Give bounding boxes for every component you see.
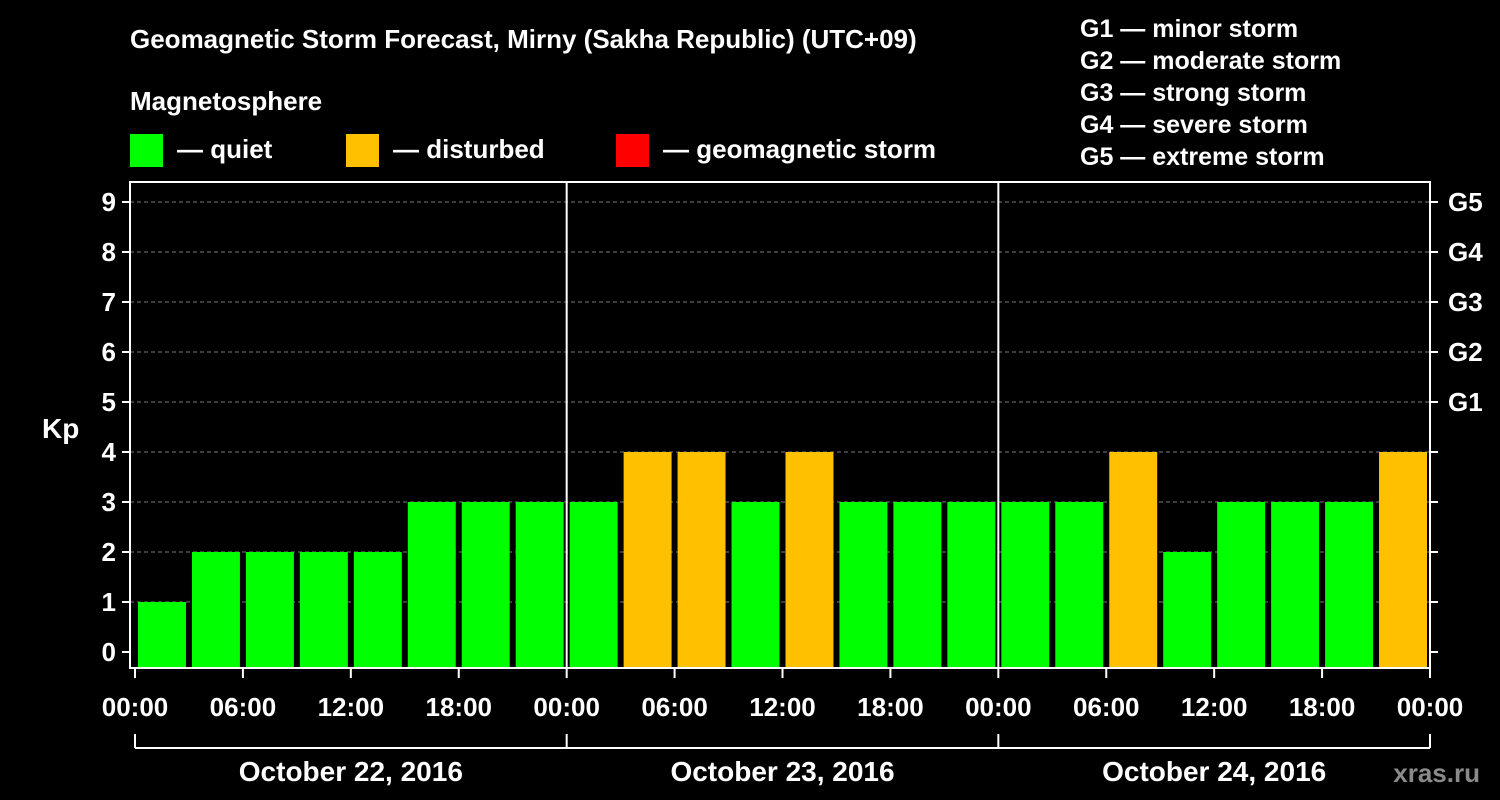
watermark: xras.ru: [1393, 758, 1480, 788]
legend-swatch-disturbed: [346, 134, 379, 167]
y-tick-label-9: 9: [102, 187, 116, 217]
y-tick-label-6: 6: [102, 337, 116, 367]
legend-swatch-quiet: [130, 134, 163, 167]
storm-scale-g3: G3 — strong storm: [1080, 79, 1306, 107]
kp-bar-17: [1055, 502, 1104, 668]
y-tick-label-7: 7: [102, 287, 116, 317]
y-tick-label-4: 4: [102, 437, 117, 467]
legend-label-disturbed: — disturbed: [393, 134, 545, 164]
storm-scale-g4: G4 — severe storm: [1080, 111, 1308, 139]
kp-bar-8: [569, 502, 618, 668]
legend-title: Magnetosphere: [130, 86, 322, 116]
legend-label-storm: — geomagnetic storm: [663, 134, 936, 164]
storm-scale-g1: G1 — minor storm: [1080, 15, 1298, 43]
storm-scale-g5: G5 — extreme storm: [1080, 143, 1325, 171]
x-tick-label-8: 00:00: [965, 692, 1032, 722]
kp-bar-22: [1325, 502, 1374, 668]
kp-bar-4: [353, 552, 402, 668]
kp-bar-20: [1217, 502, 1266, 668]
x-tick-label-12: 00:00: [1397, 692, 1464, 722]
day-label-0: October 22, 2016: [239, 756, 463, 787]
x-tick-label-2: 12:00: [318, 692, 385, 722]
kp-bar-18: [1109, 452, 1158, 668]
x-tick-label-7: 18:00: [857, 692, 924, 722]
x-tick-label-1: 06:00: [210, 692, 277, 722]
storm-scale-g2: G2 — moderate storm: [1080, 47, 1341, 75]
kp-bar-7: [515, 502, 564, 668]
day-label-1: October 23, 2016: [670, 756, 894, 787]
kp-bar-1: [191, 552, 240, 668]
x-tick-label-11: 18:00: [1289, 692, 1356, 722]
kp-bar-6: [461, 502, 510, 668]
storm-scale-legend: G1 — minor storm G2 — moderate storm G3 …: [1080, 15, 1341, 171]
y-axis-label: Kp: [42, 413, 79, 444]
y-tick-label-5: 5: [102, 387, 116, 417]
g-level-label-G4: G4: [1448, 237, 1483, 267]
y-tick-label-2: 2: [102, 537, 116, 567]
x-tick-label-9: 06:00: [1073, 692, 1140, 722]
kp-bar-10: [677, 452, 726, 668]
x-tick-label-10: 12:00: [1181, 692, 1248, 722]
kp-bar-0: [138, 602, 186, 668]
g-level-label-G3: G3: [1448, 287, 1483, 317]
x-tick-label-3: 18:00: [426, 692, 493, 722]
x-tick-label-0: 00:00: [102, 692, 169, 722]
legend-swatch-storm: [616, 134, 649, 167]
g-level-label-G5: G5: [1448, 187, 1483, 217]
kp-bar-13: [839, 502, 888, 668]
plot-frame: [129, 181, 1431, 669]
kp-bar-12: [785, 452, 834, 668]
legend: — quiet — disturbed — geomagnetic storm: [130, 134, 936, 167]
g-level-label-G2: G2: [1448, 337, 1483, 367]
kp-bar-5: [407, 502, 456, 668]
x-tick-label-5: 06:00: [641, 692, 708, 722]
kp-bar-21: [1271, 502, 1320, 668]
y-tick-label-0: 0: [102, 637, 116, 667]
plot-area: 0 1 2 3 4 5 6 7 8 9 G1 G2 G3 G4 G5 00:00 06:00 12:00 18:00…: [102, 181, 1483, 787]
kp-bar-16: [1001, 502, 1050, 668]
y-tick-label-3: 3: [102, 487, 116, 517]
kp-bar-14: [893, 502, 942, 668]
day-label-2: October 24, 2016: [1102, 756, 1326, 787]
kp-bar-19: [1163, 552, 1212, 668]
kp-bar-15: [947, 502, 996, 668]
y-tick-label-1: 1: [102, 587, 116, 617]
kp-bar-9: [623, 452, 672, 668]
y-tick-label-8: 8: [102, 237, 116, 267]
chart-title: Geomagnetic Storm Forecast, Mirny (Sakha…: [130, 24, 917, 54]
kp-bar-23: [1379, 452, 1427, 668]
x-tick-label-6: 12:00: [749, 692, 816, 722]
legend-label-quiet: — quiet: [177, 134, 273, 164]
kp-bar-3: [299, 552, 348, 668]
kp-bar-2: [245, 552, 294, 668]
kp-bar-11: [731, 502, 780, 668]
g-level-label-G1: G1: [1448, 387, 1483, 417]
x-tick-label-4: 00:00: [533, 692, 600, 722]
